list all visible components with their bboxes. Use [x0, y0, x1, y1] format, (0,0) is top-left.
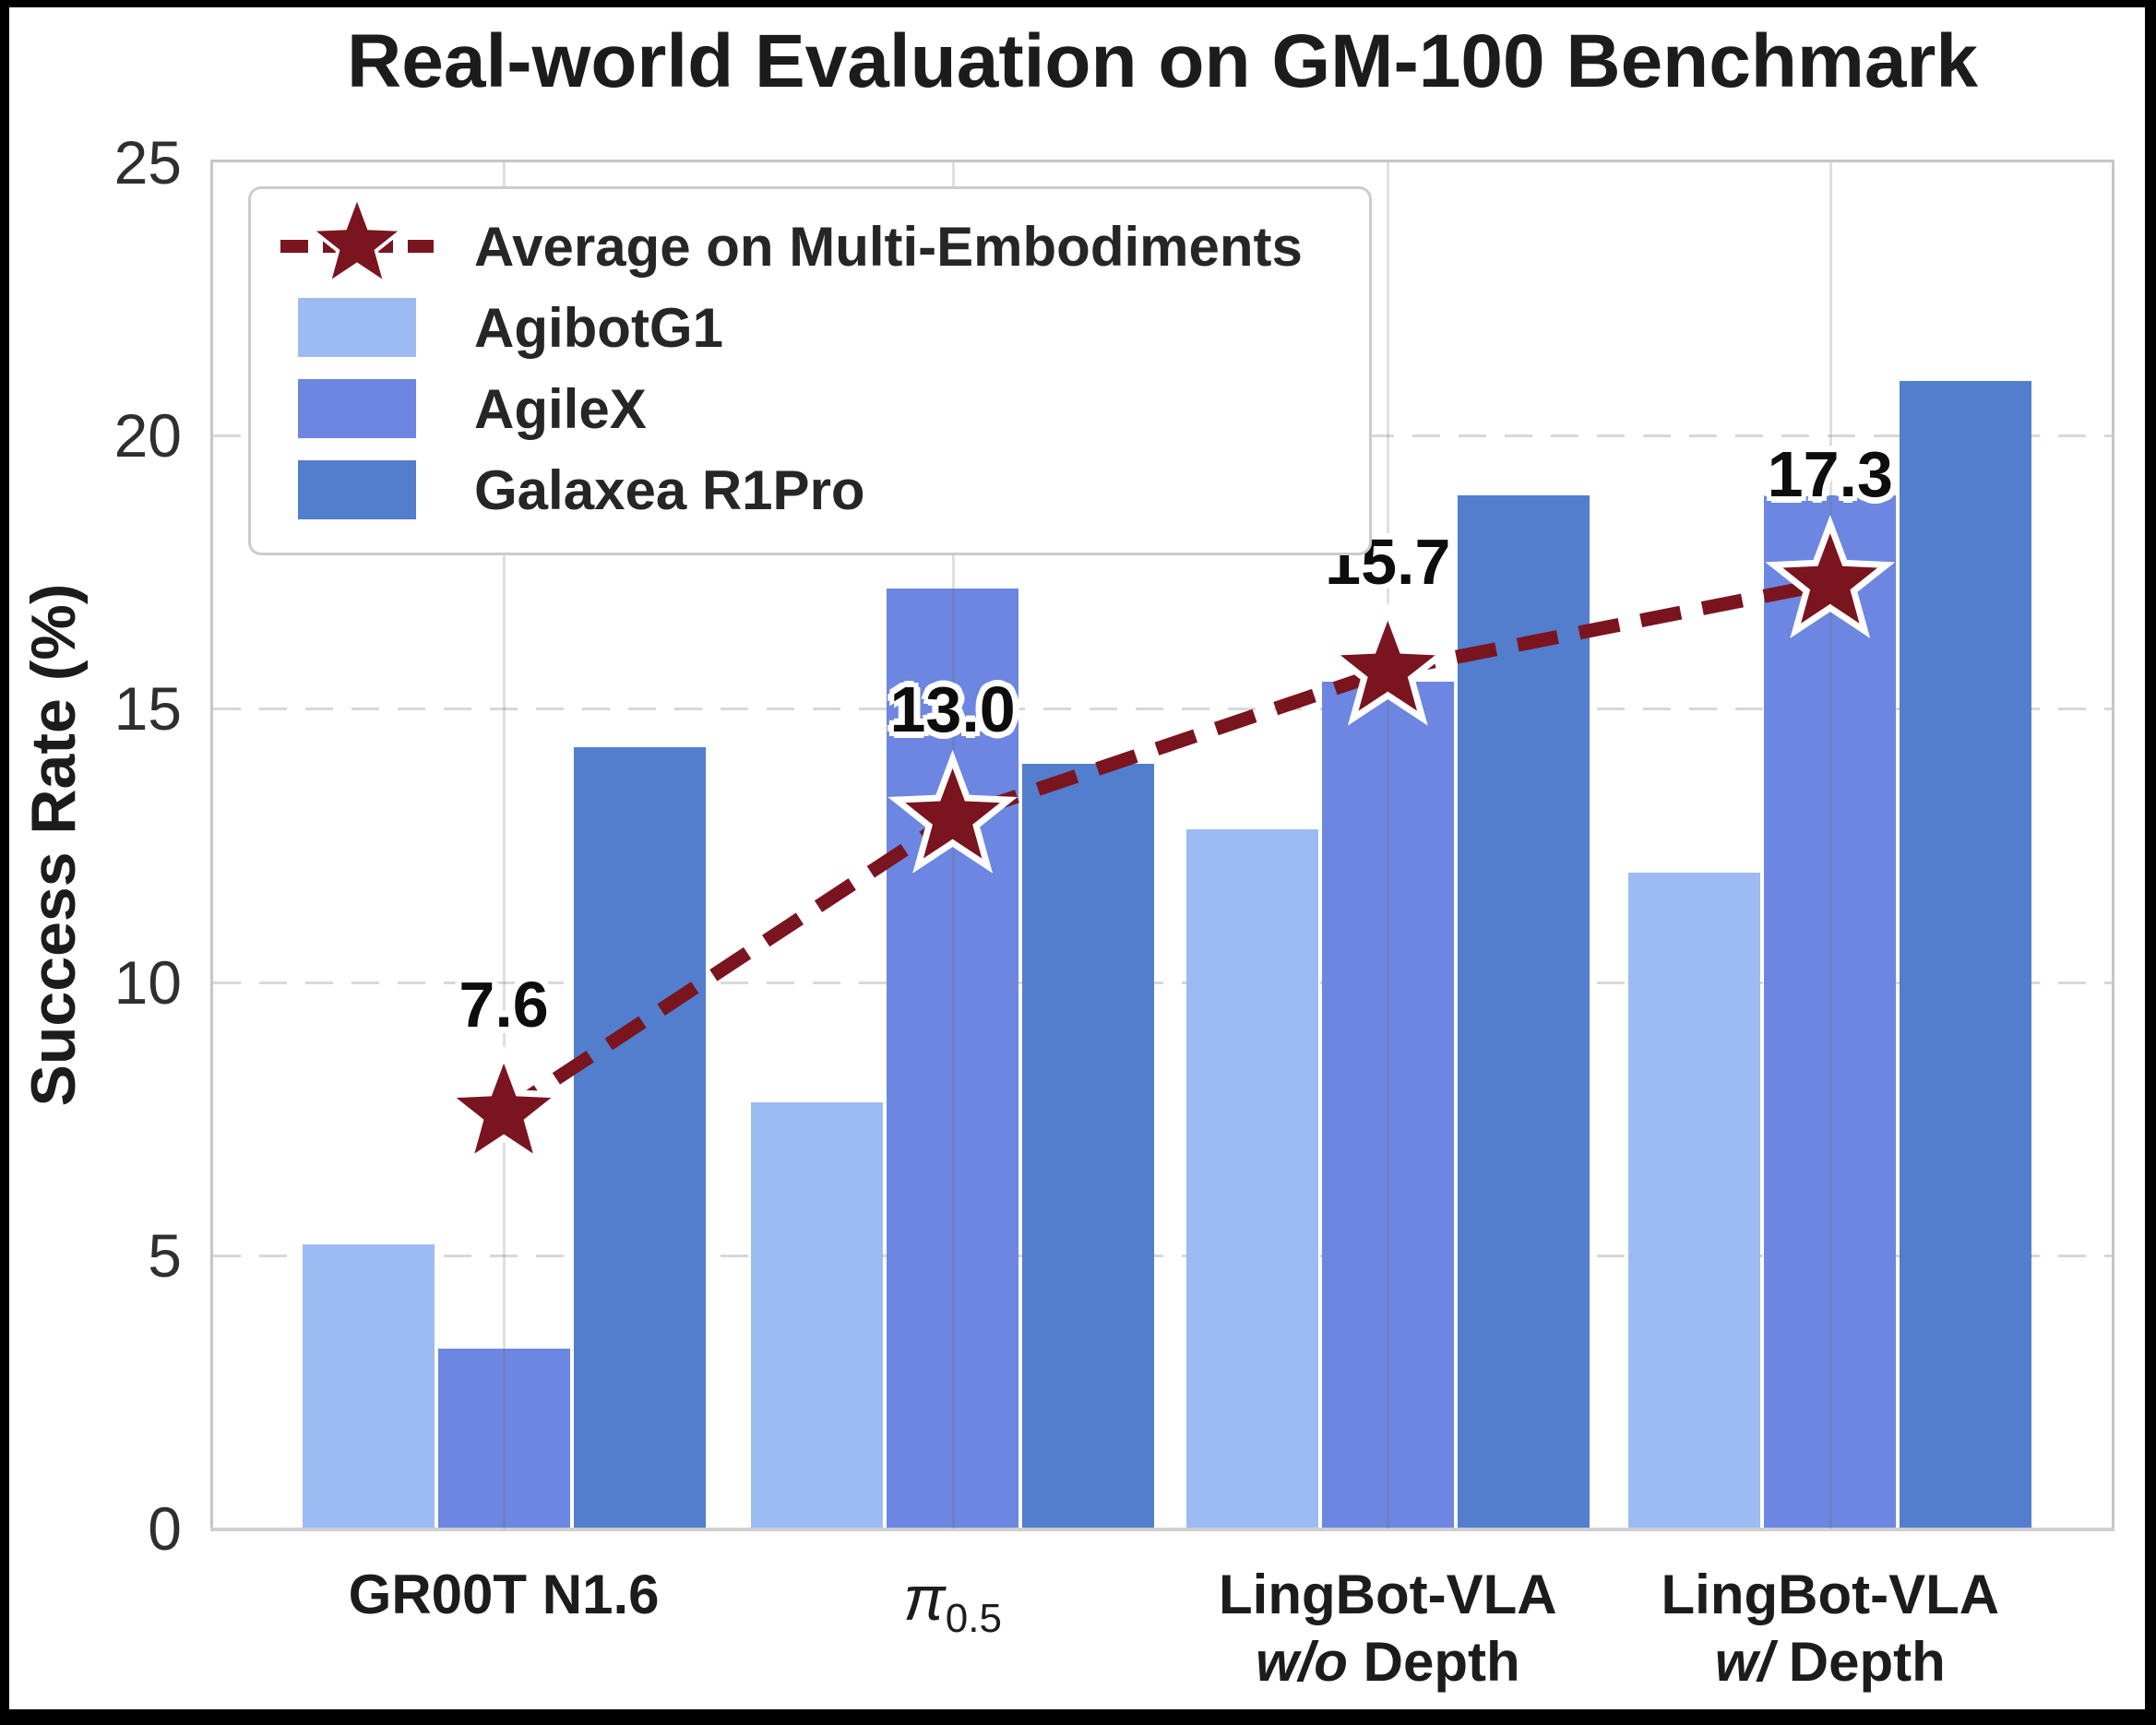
legend-item-agilex: AgileX: [279, 368, 1336, 449]
average-star-marker-0: [438, 1044, 569, 1169]
plot-area: Average on Multi-Embodiments AgibotG1 Ag…: [210, 160, 2114, 1531]
legend-label-agilex: AgileX: [474, 377, 647, 440]
y-tick-label-15: 15: [113, 674, 182, 744]
galaxea-color-swatch: [298, 460, 416, 519]
y-axis-label: Success Rate (%): [18, 583, 89, 1107]
legend-item-average: Average on Multi-Embodiments: [279, 196, 1336, 288]
average-value-label-3: 17.3: [1767, 438, 1893, 511]
gridline-y-10: [213, 981, 2112, 984]
legend-label-galaxea: Galaxea R1Pro: [474, 458, 865, 521]
chart-title: Real-world Evaluation on GM-100 Benchmar…: [347, 19, 1978, 103]
average-value-label-0: 7.6: [459, 968, 549, 1041]
gridline-y-15: [213, 708, 2112, 711]
gridline-y-5: [213, 1254, 2112, 1257]
average-star-marker-1: [887, 749, 1018, 874]
bar-agibotg1-cat3: [1628, 873, 1761, 1529]
x-tick-label-0: GR00T N1.6: [348, 1564, 660, 1625]
bar-agibotg1-cat1: [751, 1101, 884, 1529]
average-line-layer: [438, 515, 1896, 1169]
agilex-color-swatch: [298, 379, 416, 438]
x-tick-label-2: LingBot-VLA w/o Depth: [1219, 1564, 1557, 1694]
x-tick-label-3: LingBot-VLA w/ Depth: [1661, 1564, 2000, 1694]
bar-galaxea-r1pro-cat2: [1457, 495, 1590, 1529]
legend-label-agibotg1: AgibotG1: [474, 296, 723, 359]
bar-galaxea-r1pro-cat1: [1022, 763, 1155, 1529]
average-dashed-line: [499, 576, 1832, 1120]
average-star-marker-2: [1322, 601, 1453, 726]
bar-agilex-cat3: [1764, 495, 1897, 1529]
bar-galaxea-r1pro-cat3: [1900, 380, 2032, 1529]
gridline-x-3: [1828, 162, 1832, 1529]
average-star-marker-3: [1765, 515, 1896, 638]
bar-agilex-cat2: [1321, 681, 1454, 1529]
y-tick-label-0: 0: [148, 1494, 182, 1563]
legend-item-agibotg1: AgibotG1: [279, 287, 1336, 368]
gridline-x-0: [503, 162, 506, 1529]
y-tick-label-25: 25: [113, 128, 182, 196]
bar-galaxea-r1pro-cat0: [573, 746, 706, 1529]
agibotg1-color-swatch: [298, 298, 416, 357]
y-tick-label-10: 10: [113, 947, 182, 1017]
y-tick-label-5: 5: [148, 1220, 182, 1290]
average-value-label-1: 13.0: [889, 672, 1016, 745]
legend-item-galaxea: Galaxea R1Pro: [279, 449, 1336, 530]
average-star-dashed-line-icon: [279, 196, 435, 297]
legend: Average on Multi-Embodiments AgibotG1 Ag…: [248, 186, 1372, 555]
bar-agilex-cat1: [887, 589, 1019, 1529]
bar-agibotg1-cat0: [302, 1243, 435, 1529]
y-tick-label-20: 20: [113, 401, 182, 470]
x-tick-label-1: π0.5: [903, 1564, 1002, 1641]
bar-agilex-cat0: [437, 1348, 570, 1529]
bar-agibotg1-cat2: [1185, 828, 1318, 1529]
legend-label-average: Average on Multi-Embodiments: [474, 215, 1303, 278]
gridline-x-2: [1387, 162, 1390, 1529]
x-axis-line: [210, 1528, 2114, 1531]
